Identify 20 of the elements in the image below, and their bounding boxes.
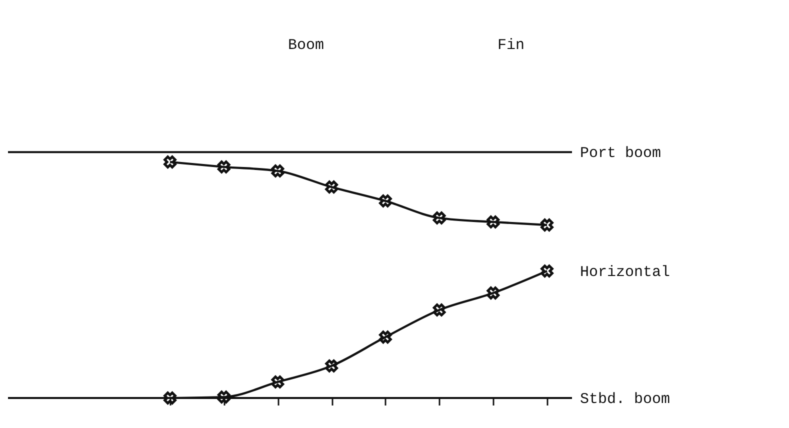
point [325,180,338,194]
text: Horizontal [580,264,670,281]
point [217,390,230,404]
point [486,286,500,300]
point [378,194,392,208]
ref-line-label: Port boom [580,145,662,162]
point [271,376,284,388]
text: Fin [497,37,525,54]
point [325,359,338,372]
point [540,218,554,232]
ref-line-label: Stbd. boom [580,391,670,408]
point [164,156,176,168]
text: Boom [288,37,324,54]
point [271,164,284,178]
point [540,264,554,278]
point [432,211,446,224]
point [217,160,230,174]
point [486,216,500,228]
point [432,304,446,316]
point [378,330,392,344]
